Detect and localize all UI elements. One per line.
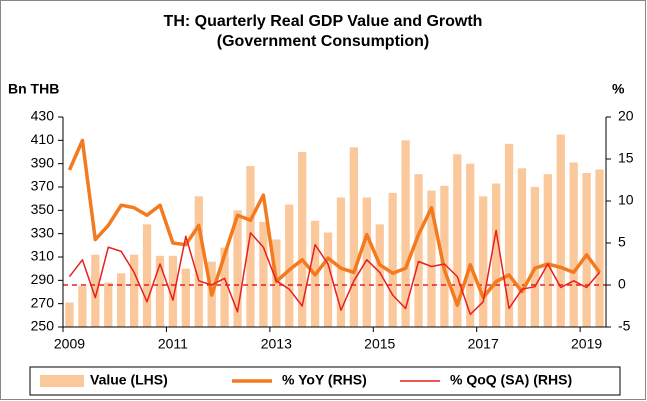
bar <box>517 168 527 327</box>
bar <box>129 254 139 327</box>
bar <box>440 185 449 327</box>
bar <box>155 255 165 327</box>
bar <box>142 224 152 327</box>
x-tick-label: 2019 <box>571 336 602 352</box>
bar <box>375 224 384 327</box>
bar <box>168 255 178 327</box>
x-tick-label: 2011 <box>158 336 188 352</box>
bar <box>220 247 229 327</box>
y-axis-label: Bn THB <box>8 81 59 97</box>
x-tick-label: 2009 <box>54 336 85 352</box>
bar <box>401 140 410 327</box>
bar <box>491 183 501 327</box>
line-series <box>68 229 601 316</box>
y2-tick-label: 0 <box>618 276 626 292</box>
y2-tick-label: 20 <box>618 108 634 124</box>
y-tick-label: 290 <box>31 271 55 287</box>
bar <box>285 204 294 327</box>
y-tick-label: 390 <box>31 154 55 170</box>
bar <box>65 302 74 327</box>
bar <box>479 196 488 327</box>
y-tick-label: 430 <box>31 108 55 124</box>
bar <box>414 174 423 327</box>
chart-title: TH: Quarterly Real GDP Value and Growth <box>164 13 483 30</box>
y-tick-label: 310 <box>31 248 55 264</box>
bar <box>194 196 203 327</box>
bar <box>78 286 87 327</box>
y-tick-label: 350 <box>31 201 55 217</box>
x-tick-label: 2015 <box>364 336 395 352</box>
bar <box>349 147 359 327</box>
bar <box>388 192 397 327</box>
bar <box>530 187 540 327</box>
bar <box>117 273 126 327</box>
y2-tick-label: -5 <box>618 318 631 334</box>
y2-tick-label: 15 <box>618 150 634 166</box>
bar <box>233 210 242 327</box>
legend-box <box>29 366 621 396</box>
y-tick-label: 370 <box>31 178 55 194</box>
bar <box>181 268 190 327</box>
bar <box>543 174 552 327</box>
bar <box>91 254 100 327</box>
bar <box>259 222 268 327</box>
line-series <box>67 138 601 307</box>
legend-label: % QoQ (SA) (RHS) <box>450 372 572 388</box>
bar <box>556 134 565 327</box>
bar <box>427 190 436 327</box>
bar <box>246 166 255 327</box>
x-tick-label: 2017 <box>468 336 499 352</box>
bar <box>336 197 346 327</box>
bar <box>504 143 514 327</box>
bar <box>595 169 604 327</box>
bar <box>323 232 333 327</box>
y-tick-label: 410 <box>31 131 55 147</box>
chart-subtitle: (Government Consumption) <box>217 33 429 50</box>
y2-tick-label: 10 <box>618 192 634 208</box>
bar <box>466 163 475 327</box>
bar <box>569 162 578 327</box>
legend-swatch <box>40 375 84 387</box>
y2-axis-label: % <box>612 81 625 97</box>
legend-label: Value (LHS) <box>90 372 168 388</box>
bar <box>362 197 371 327</box>
bar <box>582 173 591 327</box>
y-tick-label: 330 <box>31 224 55 240</box>
legend-label: % YoY (RHS) <box>282 372 367 388</box>
y2-tick-label: 5 <box>618 234 626 250</box>
bar <box>104 282 113 327</box>
bar <box>453 154 462 327</box>
y-tick-label: 270 <box>31 294 55 310</box>
bar <box>298 152 307 327</box>
y-tick-label: 250 <box>31 318 55 334</box>
x-tick-label: 2013 <box>261 336 292 352</box>
